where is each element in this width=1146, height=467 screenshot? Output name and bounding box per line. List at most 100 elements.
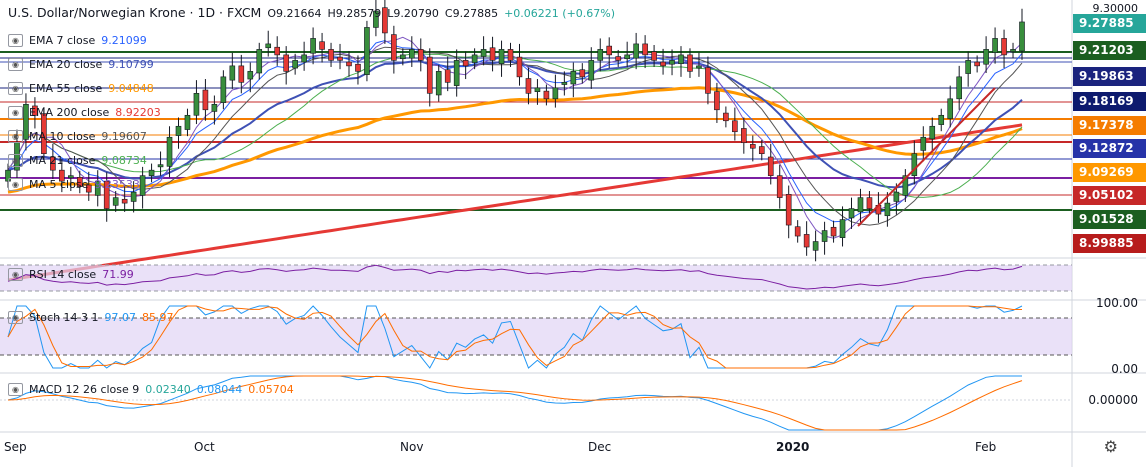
- indicator-label: MA 10 close: [29, 130, 96, 143]
- candle-body: [561, 82, 568, 85]
- candle-body: [382, 7, 388, 34]
- candle-body: [238, 65, 245, 83]
- candle-body: [480, 49, 487, 57]
- macd-legend[interactable]: ◉ MACD 12 26 close 9 0.02340 0.08044 0.0…: [8, 383, 294, 396]
- chart-header: U.S. Dollar/Norwegian Krone · 1D · FXCM …: [8, 5, 615, 20]
- indicator-legend-row[interactable]: ◉ MA 5 close 9.23533: [8, 178, 140, 191]
- candle-body: [516, 56, 523, 78]
- candle-body: [400, 54, 406, 60]
- stoch-label: Stoch 14 3 1: [29, 311, 99, 324]
- candle-body: [651, 51, 657, 61]
- candle-body: [1010, 49, 1016, 52]
- candle-body: [821, 230, 828, 242]
- candle-body: [68, 175, 74, 179]
- visibility-icon[interactable]: ◉: [8, 383, 23, 396]
- candle-body: [741, 128, 747, 144]
- candle-body: [624, 54, 630, 60]
- candle-body: [687, 54, 693, 72]
- candle-body: [767, 156, 774, 176]
- candle-body: [435, 71, 442, 96]
- indicator-legend-row[interactable]: ◉ EMA 20 close 9.10799: [8, 58, 154, 71]
- ohlc-low: L9.20790: [387, 7, 439, 20]
- candle-body: [660, 61, 666, 67]
- indicator-value: 9.04848: [108, 82, 154, 95]
- stoch-legend[interactable]: ◉ Stoch 14 3 1 97.07 85.97: [8, 311, 174, 324]
- stoch-axis-100: 100.00: [1096, 296, 1138, 310]
- candle-body: [678, 54, 684, 64]
- candle-body: [373, 10, 379, 28]
- x-axis-label: Sep: [4, 440, 27, 454]
- visibility-icon[interactable]: ◉: [8, 268, 23, 281]
- candle-body: [489, 47, 496, 61]
- candle-body: [193, 93, 200, 116]
- candle-body: [355, 63, 361, 72]
- visibility-icon[interactable]: ◉: [8, 130, 23, 143]
- candle-body: [956, 76, 962, 100]
- candle-body: [507, 49, 514, 61]
- indicator-value: 9.19607: [101, 130, 147, 143]
- indicator-legend-row[interactable]: ◉ EMA 55 close 9.04848: [8, 82, 154, 95]
- candle-body: [749, 144, 756, 149]
- candle-body: [705, 67, 711, 94]
- candle-body: [139, 175, 146, 196]
- gear-icon[interactable]: ⚙: [1103, 437, 1118, 456]
- ohlc-high: H9.28579: [327, 7, 382, 20]
- candle-body: [974, 61, 980, 67]
- visibility-icon[interactable]: ◉: [8, 58, 23, 71]
- candle-body: [803, 234, 810, 248]
- indicator-value: 9.10799: [108, 58, 154, 71]
- candle-body: [830, 226, 837, 237]
- candle-body: [301, 54, 307, 63]
- indicator-legend-row[interactable]: ◉ MA 21 close 9.08734: [8, 154, 147, 167]
- candle-body: [112, 197, 119, 206]
- indicator-legend-row[interactable]: ◉ EMA 7 close 9.21099: [8, 34, 147, 47]
- visibility-icon[interactable]: ◉: [8, 82, 23, 95]
- candle-body: [615, 56, 621, 61]
- stoch-d-line: [7, 305, 1022, 369]
- indicator-label: MA 21 close: [29, 154, 96, 167]
- candle-body: [59, 169, 65, 182]
- candle-body: [579, 69, 586, 78]
- candle-body: [723, 112, 729, 122]
- candle-body: [229, 65, 236, 81]
- candle-body: [812, 241, 819, 251]
- candle-body: [696, 65, 702, 69]
- indicator-value: 9.23533: [94, 178, 140, 191]
- visibility-icon[interactable]: ◉: [8, 311, 23, 324]
- ema20-line: [7, 60, 1023, 189]
- stoch-d-value: 85.97: [142, 311, 174, 324]
- price-axis-tag: 8.99885: [1073, 234, 1146, 253]
- candle-body: [391, 34, 397, 61]
- candle-body: [642, 43, 648, 56]
- visibility-icon[interactable]: ◉: [8, 154, 23, 167]
- candle-body: [346, 61, 352, 67]
- candle-body: [202, 89, 209, 111]
- visibility-icon[interactable]: ◉: [8, 178, 23, 191]
- candle-body: [947, 98, 954, 119]
- candle-body: [23, 103, 29, 140]
- indicator-legend-row[interactable]: ◉ EMA 200 close 8.92203: [8, 106, 161, 119]
- rsi-legend[interactable]: ◉ RSI 14 close 71.99: [8, 268, 134, 281]
- x-axis-label: Dec: [588, 440, 612, 454]
- price-axis-tag: 9.01528: [1073, 210, 1146, 229]
- price-axis-tag: 9.18169: [1073, 92, 1146, 111]
- candle-body: [256, 49, 263, 74]
- candle-body: [148, 169, 155, 176]
- ohlc-change: +0.06221 (+0.67%): [504, 7, 616, 20]
- indicator-legend-row[interactable]: ◉ MA 10 close 9.19607: [8, 130, 147, 143]
- candle-body: [498, 49, 505, 64]
- candle-body: [543, 90, 550, 100]
- candle-body: [220, 76, 227, 103]
- ema55-line: [7, 86, 1023, 194]
- ohlc-close: C9.27885: [444, 7, 499, 20]
- rsi-value: 71.99: [102, 268, 134, 281]
- indicator-label: EMA 7 close: [29, 34, 96, 47]
- price-axis-tag: 9.17378: [1073, 116, 1146, 135]
- candle-body: [570, 71, 577, 85]
- price-axis-tag: 9.27885: [1073, 14, 1146, 33]
- visibility-icon[interactable]: ◉: [8, 34, 23, 47]
- visibility-icon[interactable]: ◉: [8, 106, 23, 119]
- candle-body: [292, 60, 298, 69]
- candle-body: [785, 194, 792, 226]
